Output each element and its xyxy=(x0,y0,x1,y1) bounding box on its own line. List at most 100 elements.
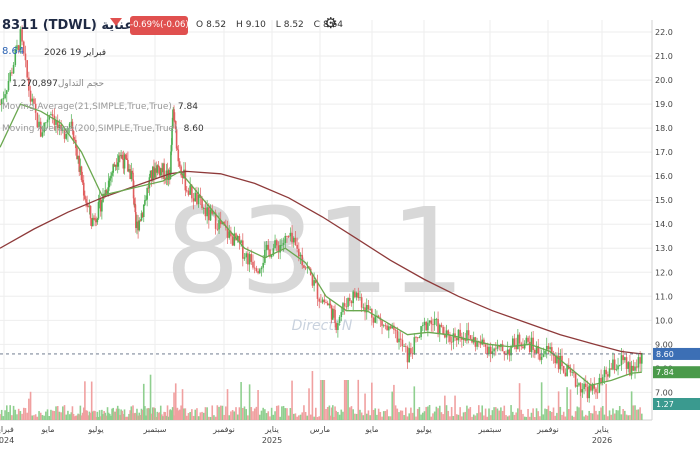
volume-bar xyxy=(534,416,536,420)
candle-body xyxy=(610,368,613,370)
volume-bar xyxy=(525,416,528,420)
candle-body xyxy=(12,64,15,74)
volume-bar xyxy=(242,407,244,420)
volume-bar xyxy=(352,409,354,420)
candle-body xyxy=(189,185,191,195)
volume-bar xyxy=(389,416,392,420)
volume-bar xyxy=(455,414,458,420)
candle-body xyxy=(386,325,388,331)
volume-bar xyxy=(559,406,562,420)
volume-bar xyxy=(235,407,237,420)
candle-body xyxy=(175,129,178,149)
volume-bar xyxy=(17,408,20,420)
gear-icon[interactable]: ⚙ xyxy=(324,14,338,32)
candle-body xyxy=(313,280,315,286)
volume-bar xyxy=(379,411,382,420)
caret-down-icon[interactable] xyxy=(110,18,122,26)
volume-bar xyxy=(252,411,254,420)
candle-body xyxy=(547,345,550,350)
volume-bar xyxy=(418,407,421,420)
volume-bar xyxy=(60,412,62,420)
volume-bar xyxy=(605,383,607,420)
volume-bar xyxy=(102,414,104,420)
candle-body xyxy=(214,212,217,229)
candle-body xyxy=(171,117,174,129)
volume-bar xyxy=(522,413,524,420)
volume-bar xyxy=(149,374,152,420)
candle-body xyxy=(632,365,635,371)
candle-body xyxy=(140,213,143,221)
volume-bar xyxy=(101,409,103,420)
volume-bar xyxy=(566,387,568,420)
volume-bar xyxy=(494,407,497,420)
candle-body xyxy=(421,325,424,327)
volume-bar xyxy=(181,389,184,420)
candle-body xyxy=(110,175,112,179)
volume-bar xyxy=(449,416,451,420)
candle-body xyxy=(540,356,543,360)
volume-bar xyxy=(408,413,410,420)
candle-body xyxy=(93,217,95,219)
volume-bar xyxy=(191,409,193,420)
ma-short-label: Moving Average(21,SIMPLE,True,True) xyxy=(2,102,172,112)
volume-indicator-row[interactable]: حجم التداول1,270,897 xyxy=(2,79,104,89)
volume-bar xyxy=(153,407,155,420)
candle-body xyxy=(427,322,429,331)
volume-bar xyxy=(641,413,643,420)
volume-bar xyxy=(461,416,463,420)
volume-bar xyxy=(320,380,322,420)
candle-body xyxy=(542,354,545,357)
candle-body xyxy=(180,166,182,176)
candle-body xyxy=(388,326,390,331)
candle-body xyxy=(503,351,506,355)
candle-body xyxy=(510,345,512,356)
volume-bar xyxy=(72,413,75,420)
candle-body xyxy=(145,199,147,201)
volume-bar xyxy=(612,408,614,420)
candle-body xyxy=(0,99,3,105)
candle-body xyxy=(423,321,426,326)
volume-bar xyxy=(204,407,207,420)
volume-bar xyxy=(365,413,368,420)
volume-bar xyxy=(428,405,431,420)
change-badge: -0.69%(-0.06) xyxy=(130,16,189,35)
volume-bar xyxy=(364,393,366,420)
volume-bar xyxy=(423,411,426,420)
volume-bar xyxy=(88,411,91,420)
volume-bar xyxy=(175,409,178,420)
y-tick-label: 9.00 xyxy=(655,340,673,349)
candle-body xyxy=(163,163,165,180)
candle-body xyxy=(489,346,492,355)
volume-bar xyxy=(112,407,114,420)
volume-bar xyxy=(152,407,154,420)
volume-bar xyxy=(318,416,321,420)
candle-body xyxy=(114,164,117,167)
volume-bar xyxy=(471,416,473,420)
volume-bar xyxy=(622,408,624,420)
candle-body xyxy=(625,357,628,369)
candle-body xyxy=(399,338,402,340)
volume-bar xyxy=(167,416,170,420)
candle-body xyxy=(581,389,584,393)
volume-bar xyxy=(105,415,108,420)
volume-bar xyxy=(171,407,174,420)
volume-bar xyxy=(90,381,93,420)
ma-long-row[interactable]: Moving Average(200,SIMPLE,True,True) 8.60 xyxy=(2,124,204,134)
volume-bar xyxy=(142,383,145,420)
volume-bar xyxy=(354,413,356,420)
candle-body xyxy=(410,348,412,354)
candle-body xyxy=(48,115,51,120)
candle-body xyxy=(506,349,509,355)
candle-body xyxy=(43,122,45,133)
ma-21-line xyxy=(0,103,642,386)
volume-bar xyxy=(123,409,126,420)
candle-body xyxy=(269,249,271,257)
candle-body xyxy=(201,197,203,209)
ma-short-row[interactable]: Moving Average(21,SIMPLE,True,True) 7.84 xyxy=(2,102,198,112)
candle-body xyxy=(275,240,278,246)
volume-bar xyxy=(158,412,161,420)
candle-body xyxy=(88,205,91,207)
volume-bar xyxy=(376,414,378,420)
volume-bar xyxy=(384,410,387,420)
